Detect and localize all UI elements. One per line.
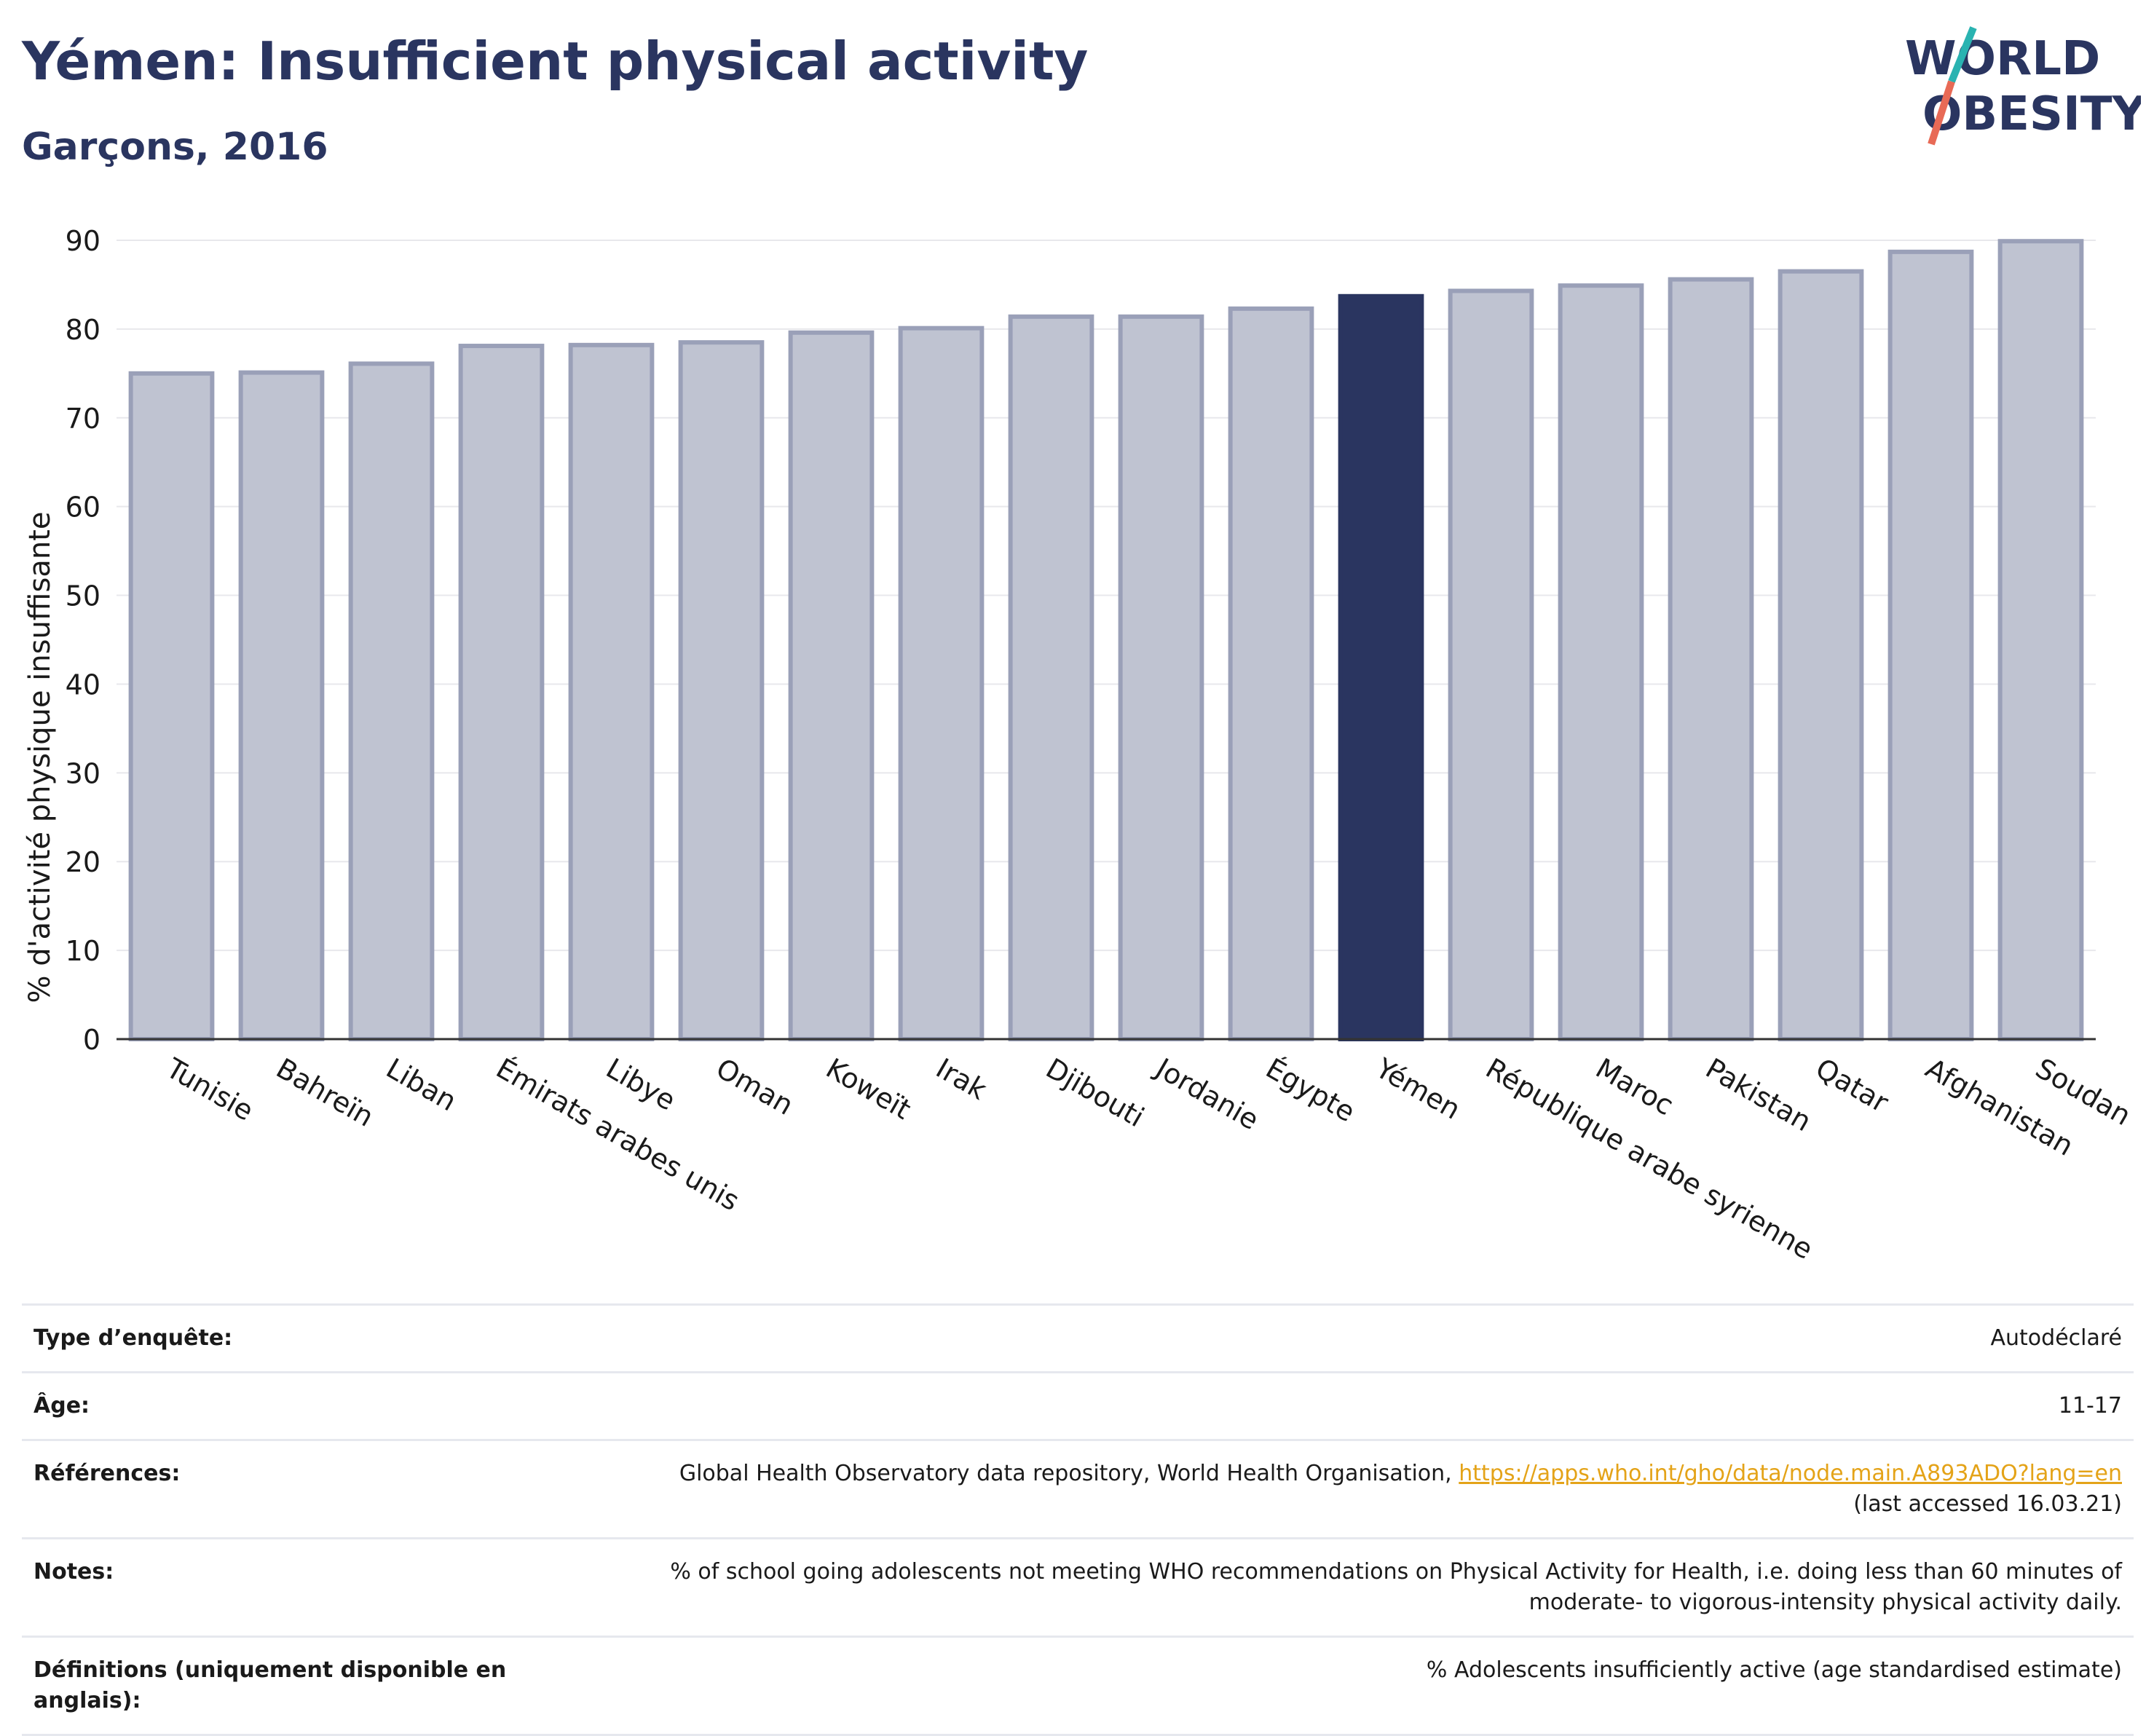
meta-value: 11-17 <box>2058 1393 2122 1419</box>
world-obesity-logo: WORLD OBESITY <box>1905 26 2141 146</box>
bar <box>1228 306 1314 1042</box>
reference-link[interactable]: https://apps.who.int/gho/data/node.main.… <box>1459 1461 2122 1486</box>
y-tick-label: 90 <box>66 225 100 257</box>
bars <box>128 239 2084 1042</box>
meta-value-secondary: (last accessed 16.03.21) <box>1853 1491 2122 1517</box>
meta-row: Références: Global Health Observatory dat… <box>22 1439 2134 1537</box>
logo-slash-coral <box>1928 80 1955 146</box>
y-tick-label: 20 <box>66 846 100 878</box>
x-tick-label: Koweït <box>821 1052 916 1126</box>
logo-line2: OBESITY <box>1922 87 2141 141</box>
x-tick-label: Oman <box>711 1052 799 1121</box>
x-tick-label: Pakistan <box>1700 1052 1817 1138</box>
bar <box>1558 283 1644 1041</box>
y-tick-label: 10 <box>66 935 100 967</box>
metadata-table: Type d’enquête: Autodéclaré Âge: 11-17 Référ… <box>22 1303 2134 1736</box>
y-tick-label: 70 <box>66 403 100 435</box>
x-tick-label: Libye <box>601 1052 681 1117</box>
meta-value: Autodéclaré <box>1990 1325 2123 1351</box>
y-tick-label: 80 <box>66 314 100 346</box>
meta-label: Âge: <box>33 1393 90 1419</box>
meta-row: Type d’enquête: Autodéclaré <box>22 1303 2134 1371</box>
logo-line1: WORLD <box>1905 32 2100 86</box>
y-tick-label: 60 <box>66 492 100 524</box>
y-tick-label: 40 <box>66 668 100 701</box>
bar <box>678 340 765 1041</box>
meta-value: % of school going adolescents not meetin… <box>670 1559 2122 1615</box>
page-title: Yémen: Insufficient physical activity <box>22 31 1089 92</box>
x-tick-label: Liban <box>381 1052 462 1118</box>
bar <box>898 326 985 1042</box>
x-tick-label: Maroc <box>1590 1052 1679 1122</box>
bar-highlight <box>1338 293 1424 1042</box>
logo-slash-teal <box>1948 26 1977 83</box>
x-tick-label: Égypte <box>1261 1052 1360 1129</box>
y-axis-label: % d'activité physique insuffisante <box>23 512 57 1003</box>
bar <box>128 371 215 1042</box>
bar <box>1008 314 1094 1041</box>
bar <box>1118 314 1204 1041</box>
bar <box>568 342 655 1041</box>
meta-row: Notes: % of school going adolescents not … <box>22 1537 2134 1636</box>
x-tick-label: Jordanie <box>1149 1052 1264 1137</box>
bar <box>458 344 545 1041</box>
meta-value: % Adolescents insufficiently active (age… <box>1426 1657 2122 1683</box>
meta-row: Définitions (uniquement disponible en an… <box>22 1636 2134 1736</box>
page-subtitle: Garçons, 2016 <box>22 125 328 169</box>
x-tick-label: Qatar <box>1810 1052 1894 1119</box>
meta-label: Références: <box>33 1461 181 1486</box>
x-tick-label: Tunisie <box>160 1052 259 1127</box>
meta-label: Notes: <box>33 1559 114 1585</box>
bar <box>1668 277 1754 1042</box>
meta-label: Type d’enquête: <box>33 1325 233 1351</box>
bar <box>1778 269 1864 1041</box>
y-tick-label: 30 <box>66 757 100 789</box>
bar <box>1997 239 2084 1042</box>
y-tick-label: 0 <box>83 1024 100 1056</box>
meta-row: Âge: 11-17 <box>22 1371 2134 1439</box>
bar <box>788 330 875 1041</box>
x-tick-label: Yémen <box>1370 1052 1466 1126</box>
bar <box>238 370 325 1041</box>
x-tick-label: Djibouti <box>1041 1052 1150 1134</box>
bar <box>1887 249 1974 1041</box>
bar <box>348 361 435 1042</box>
meta-value: Global Health Observatory data repositor… <box>679 1459 2122 1520</box>
bar <box>1448 288 1534 1041</box>
meta-label: Définitions (uniquement disponible en an… <box>33 1657 507 1713</box>
x-tick-label: Irak <box>931 1052 992 1106</box>
x-tick-label: Bahreïn <box>271 1052 379 1133</box>
y-tick-label: 50 <box>66 580 100 612</box>
